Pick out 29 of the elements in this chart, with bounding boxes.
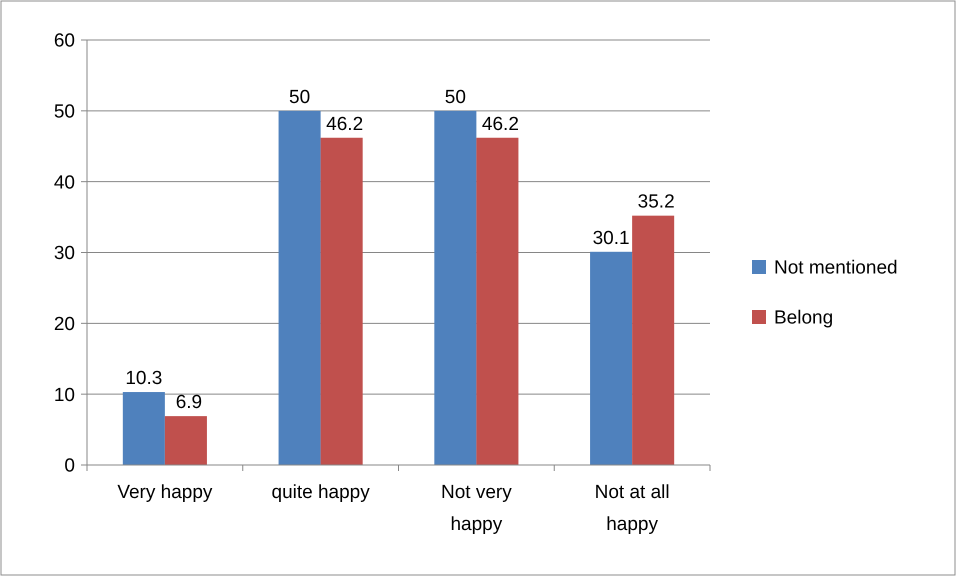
y-tick-label: 40 [54, 172, 75, 194]
x-tick-label: Not very happy [441, 482, 512, 535]
data-label: 35.2 [638, 192, 675, 213]
bar [278, 110, 321, 465]
data-label: 30.1 [592, 228, 630, 249]
bar [122, 392, 165, 465]
y-tick-label: 30 [54, 243, 75, 264]
bar [320, 138, 363, 465]
legend-label: Not mentioned [774, 258, 898, 279]
y-tick-label: 10 [54, 384, 75, 406]
y-tick-label: 50 [54, 101, 75, 122]
data-label: 46.2 [326, 114, 364, 135]
bar [434, 110, 476, 465]
legend-label: Belong [774, 308, 834, 329]
x-tick-label: Not at all happy [594, 482, 670, 535]
y-tick-label: 60 [54, 30, 75, 52]
bar [590, 252, 632, 465]
bar [632, 216, 674, 465]
data-label: 50 [444, 86, 466, 108]
data-label: 50 [289, 86, 310, 108]
y-tick-label: 20 [54, 314, 75, 335]
data-label: 10.3 [125, 368, 162, 390]
data-label: 46.2 [482, 114, 519, 135]
x-tick-label: quite happy [272, 482, 370, 503]
x-tick-label: Very happy [117, 482, 213, 503]
y-tick-label: 0 [64, 456, 75, 477]
bar [164, 416, 207, 465]
bar [476, 138, 518, 465]
data-label: 6.9 [176, 392, 202, 414]
